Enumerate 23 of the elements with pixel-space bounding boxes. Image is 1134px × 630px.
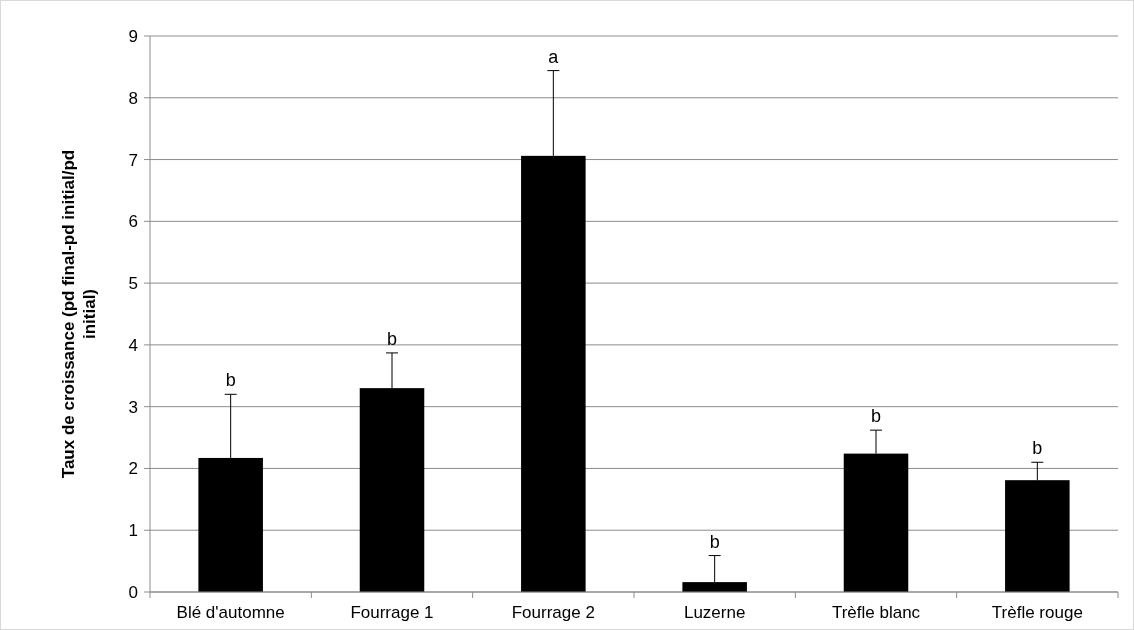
y-tick-label: 3 (128, 397, 138, 417)
y-tick-label: 6 (128, 212, 138, 232)
y-axis-title: Taux de croissance (pd final-pd initial/pd initial) (59, 149, 99, 479)
x-tick-label: Fourrage 2 (511, 603, 595, 622)
x-tick-label: Luzerne (683, 603, 746, 622)
y-tick-label: 8 (128, 88, 138, 108)
x-tick-label: Fourrage 1 (350, 603, 434, 622)
x-tick-label: Blé d'automne (176, 603, 285, 622)
y-tick-label: 0 (128, 582, 138, 602)
annotation: b (225, 370, 236, 391)
annotation: b (709, 531, 720, 552)
y-tick-label: 4 (128, 335, 138, 355)
y-tick-label: 9 (128, 26, 138, 46)
annotation: b (870, 406, 882, 427)
y-tick-label: 5 (128, 274, 138, 294)
y-tick-label: 1 (128, 521, 138, 541)
annotation: a (548, 46, 560, 67)
annotation: b (386, 328, 398, 349)
x-tick-label: Trèfle blanc (831, 603, 921, 622)
y-tick-label: 2 (128, 459, 138, 479)
x-tick-label: Trèfle rouge (991, 603, 1083, 622)
y-tick-label: 7 (128, 150, 138, 170)
annotation: b (1032, 438, 1043, 459)
